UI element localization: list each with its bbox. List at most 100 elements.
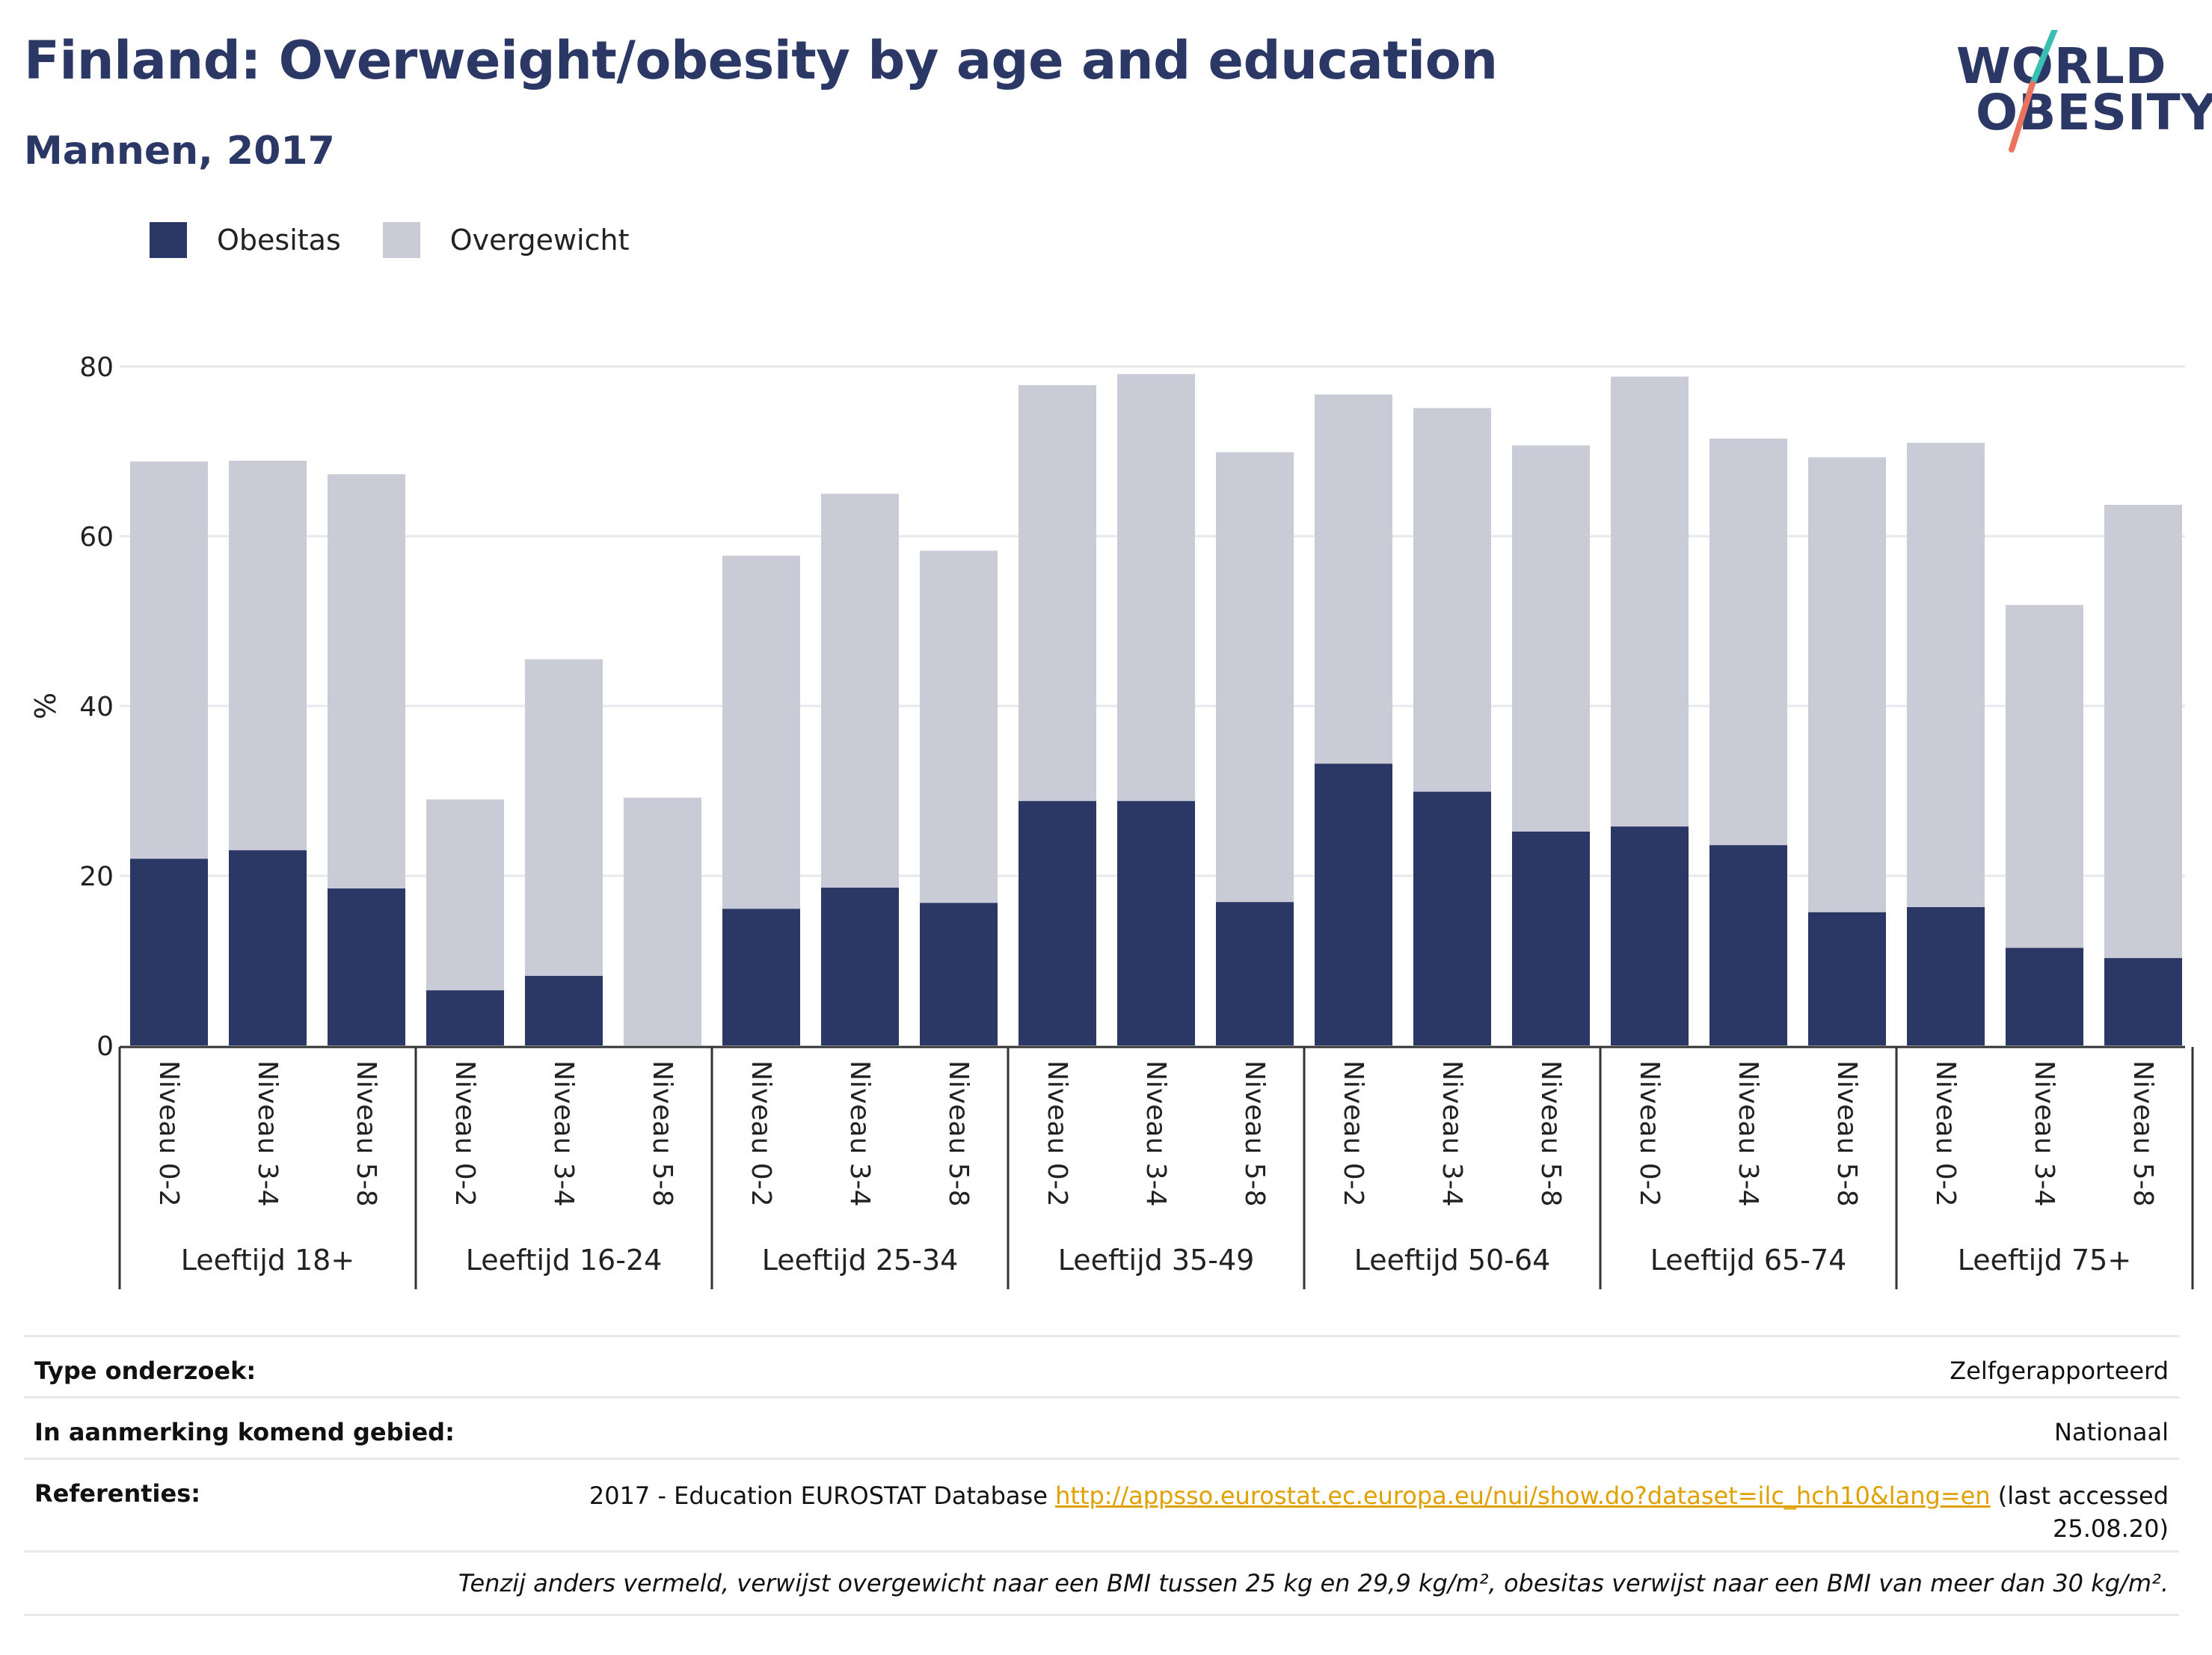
bar-obesity [229,850,307,1045]
y-tick-label: 20 [79,862,114,892]
chart-title: Finland: Overweight/obesity by age and e… [24,30,1498,91]
x-group-label: Leeftijd 65-74 [1650,1244,1847,1277]
references-label: Referenties: [34,1479,201,1508]
bar-obesity [1709,845,1787,1045]
bar-obesity [2006,948,2083,1045]
x-category-label: Niveau 3-4 [1437,1060,1467,1207]
info-row-footnote: Tenzij anders vermeld, verwijst overgewi… [24,1550,2179,1616]
bar-overweight [1808,457,1886,912]
bar-overweight [1413,408,1491,792]
bar-overweight [328,474,405,889]
bar-overweight [130,461,208,859]
bar-overweight [2006,604,2083,948]
area-label: In aanmerking komend gebied: [34,1418,455,1446]
x-category-label: Niveau 3-4 [2029,1060,2059,1207]
chart-legend: Obesitas Overgewicht [150,221,672,259]
stacked-bar-chart: 0 20 40 60 80% Niveau 0-2 Niveau 3-4 Niveau 5-8… [29,352,2194,1289]
bar-overweight [1315,394,1392,764]
bar-obesity [1512,831,1590,1045]
bar-obesity [821,887,899,1045]
bar-overweight [722,556,800,909]
x-category-label: Niveau 0-2 [1042,1060,1072,1207]
x-category-label: Niveau 0-2 [1338,1060,1368,1207]
x-category-label: Niveau 0-2 [153,1060,184,1207]
y-tick-label: 0 [96,1031,114,1062]
bar-overweight [1907,443,1985,907]
y-tick-label: 40 [79,692,114,722]
references-link[interactable]: http://appsso.eurostat.ec.europa.eu/nui/… [1055,1481,1991,1510]
bar-obesity [1413,791,1491,1045]
x-group-label: Leeftijd 16-24 [466,1244,663,1277]
bar-overweight [2104,505,2182,959]
y-axis-label: % [29,693,62,719]
bar-obesity [525,975,603,1045]
bar-obesity [722,909,800,1045]
x-category-label: Niveau 0-2 [746,1060,776,1207]
legend-label-overweight: Overgewicht [449,224,630,257]
legend-item-overweight[interactable]: Overgewicht [382,222,630,258]
info-row-area: In aanmerking komend gebied: Nationaal [24,1396,2179,1460]
survey-type-label: Type onderzoek: [34,1357,256,1385]
bar-obesity [1808,912,1886,1045]
bar-overweight [525,659,603,976]
bar-obesity [1019,801,1096,1045]
survey-type-value: Zelfgerapporteerd [1950,1357,2169,1385]
chart-subtitle: Mannen, 2017 [24,129,335,174]
info-table: Type onderzoek: Zelfgerapporteerd In aan… [24,1335,2179,1634]
bar-obesity [2104,958,2182,1045]
references-prefix: 2017 - Education EUROSTAT Database [589,1481,1048,1510]
references-suffix-1: (last accessed [1997,1481,2169,1510]
references-value: 2017 - Education EUROSTAT Database http:… [589,1479,2169,1545]
area-value: Nationaal [2054,1418,2169,1446]
footnote: Tenzij anders vermeld, verwijst overgewi… [458,1569,2169,1597]
y-tick-label: 60 [79,522,114,553]
bar-overweight [821,494,899,888]
legend-label-obesity: Obesitas [217,224,341,257]
x-group-label: Leeftijd 18+ [181,1244,354,1277]
bar-overweight [426,799,504,991]
bar-obesity [1117,801,1195,1045]
x-category-label: Niveau 5-8 [1239,1060,1270,1207]
legend-swatch-overweight [382,222,420,258]
x-group-label: Leeftijd 35-49 [1058,1244,1255,1277]
y-tick-label: 80 [79,352,114,383]
bar-overweight [1019,384,1096,802]
bar-overweight [1709,438,1787,846]
bar-overweight [624,797,701,1045]
bar-overweight [1611,376,1689,827]
x-category-label: Niveau 0-2 [1930,1060,1961,1207]
bar-obesity [130,859,208,1045]
x-category-label: Niveau 5-8 [2127,1060,2158,1207]
world-obesity-logo: WORLD OBESITY [1952,30,2212,157]
bar-obesity [1611,826,1689,1045]
x-category-label: Niveau 5-8 [647,1060,678,1207]
x-category-label: Niveau 5-8 [1831,1060,1862,1207]
bar-obesity [1216,902,1294,1045]
x-category-label: Niveau 3-4 [844,1060,875,1207]
bar-overweight [1512,445,1590,832]
bar-overweight [229,460,307,850]
x-category-label: Niveau 5-8 [351,1060,381,1207]
bar-obesity [328,888,405,1045]
bar-overweight [1117,374,1195,802]
x-category-label: Niveau 0-2 [1634,1060,1665,1207]
x-group-label: Leeftijd 25-34 [762,1244,959,1277]
x-category-label: Niveau 3-4 [1140,1060,1171,1207]
logo-line-1: WORLD [1956,37,2167,95]
x-category-label: Niveau 5-8 [1535,1060,1566,1207]
legend-item-obesity[interactable]: Obesitas [150,222,341,258]
references-suffix-2: 25.08.20) [2053,1514,2169,1543]
bar-obesity [920,903,998,1045]
x-category-label: Niveau 3-4 [1733,1060,1763,1207]
logo-slash-icon [2009,30,2058,153]
bar-overweight [920,550,998,903]
x-category-label: Niveau 0-2 [449,1060,480,1207]
bar-obesity [1315,764,1392,1045]
x-group-label: Leeftijd 75+ [1958,1244,2131,1277]
x-category-label: Niveau 5-8 [943,1060,974,1207]
info-row-references: Referenties: 2017 - Education EUROSTAT D… [24,1458,2179,1553]
x-group-label: Leeftijd 50-64 [1354,1244,1551,1277]
legend-swatch-obesity [150,222,187,258]
bar-overweight [1216,452,1294,903]
info-row-survey-type: Type onderzoek: Zelfgerapporteerd [24,1335,2179,1398]
